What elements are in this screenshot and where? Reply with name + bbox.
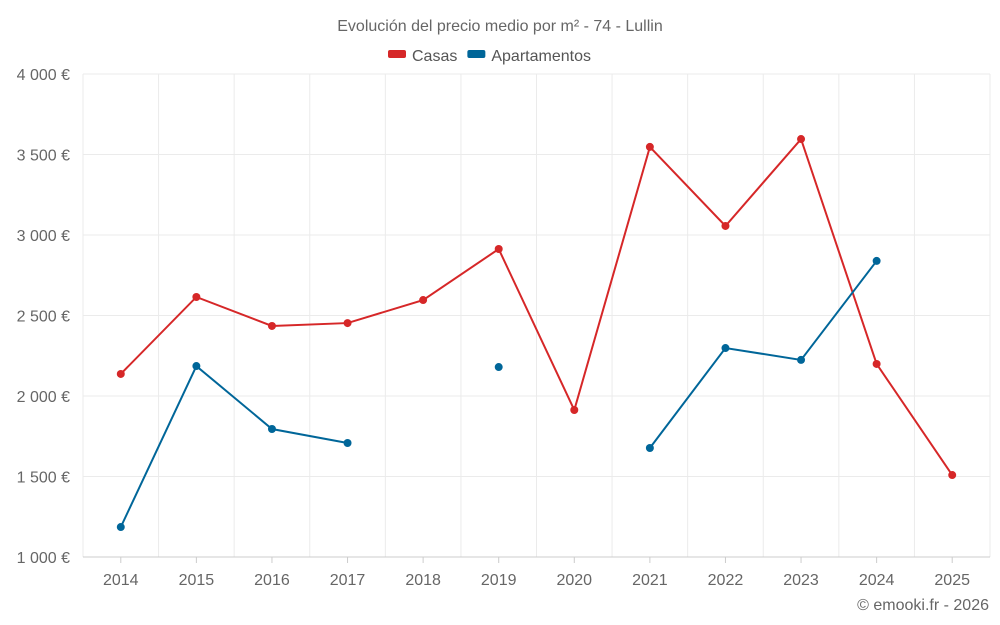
data-point [872,359,881,368]
y-tick-label: 2 000 € [17,389,70,406]
data-point [872,256,881,265]
data-point [797,355,806,364]
x-tick-label: 2015 [179,572,215,589]
data-point [267,321,276,330]
chart-title: Evolución del precio medio por m² - 74 -… [337,18,662,35]
data-point [419,296,428,305]
y-axis: 1 000 € 1 500 € 2 000 € 2 500 € 3 000 € 3 500… [17,67,70,567]
series-casas [116,135,957,480]
data-point [116,523,125,532]
data-point [721,344,730,353]
y-tick-label: 1 000 € [17,550,70,567]
x-tick-label: 2020 [556,572,592,589]
data-point [343,319,352,328]
legend: Casas Apartamentos [388,48,591,65]
data-point [192,362,201,371]
legend-swatch [388,50,406,58]
x-tick-label: 2016 [254,572,290,589]
x-tick-label: 2021 [632,572,668,589]
x-tick-label: 2014 [103,572,139,589]
x-tick-label: 2023 [783,572,819,589]
y-tick-label: 3 000 € [17,228,70,245]
data-point [645,142,654,151]
x-axis: 2014 2015 2016 2017 2018 2019 2020 2021 2022 2023… [83,556,990,589]
legend-label: Apartamentos [491,48,591,65]
data-point [494,245,503,254]
x-tick-label: 2025 [934,572,970,589]
data-point [721,221,730,230]
data-point [570,406,579,415]
y-tick-label: 4 000 € [17,67,70,84]
data-point [948,471,957,480]
plot-area [116,135,957,532]
data-point [797,135,806,144]
y-tick-label: 2 500 € [17,309,70,326]
grid [82,73,991,558]
x-tick-label: 2018 [405,572,441,589]
y-tick-label: 3 500 € [17,148,70,165]
series-line [649,260,878,449]
series-line [120,137,954,476]
y-tick-label: 1 500 € [17,470,70,487]
legend-label: Casas [412,48,457,65]
legend-swatch [467,50,486,58]
x-tick-label: 2017 [330,572,366,589]
data-point [116,369,125,378]
credit-text: © emooki.fr - 2026 [857,597,989,614]
data-point [494,363,503,372]
x-tick-label: 2022 [708,572,744,589]
data-point [192,292,201,301]
series-apartamentos [116,256,881,532]
data-point [343,439,352,448]
data-point [267,425,276,434]
series-line [119,364,348,528]
x-tick-label: 2024 [859,572,895,589]
data-point [645,444,654,453]
x-tick-label: 2019 [481,572,517,589]
